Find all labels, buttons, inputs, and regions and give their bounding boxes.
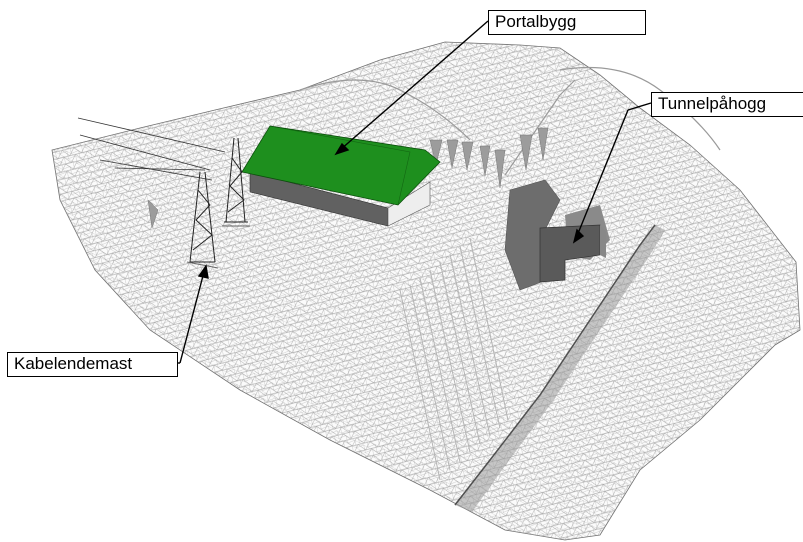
portal-building-label: Portalbygg bbox=[488, 10, 646, 35]
cable-end-mast-right bbox=[222, 137, 250, 227]
cable-end-mast-left bbox=[186, 171, 219, 269]
road-cut bbox=[454, 224, 665, 512]
cable-end-mast-label: Kabelendemast bbox=[7, 352, 178, 377]
tunnel-portal-label: Tunnelpåhogg bbox=[651, 92, 803, 117]
cut-slope-left bbox=[399, 237, 509, 481]
portal-building bbox=[241, 125, 441, 227]
overhead-cables bbox=[77, 117, 226, 181]
terrain-spikes bbox=[147, 127, 549, 229]
tunnel-portal-structure bbox=[539, 224, 606, 283]
